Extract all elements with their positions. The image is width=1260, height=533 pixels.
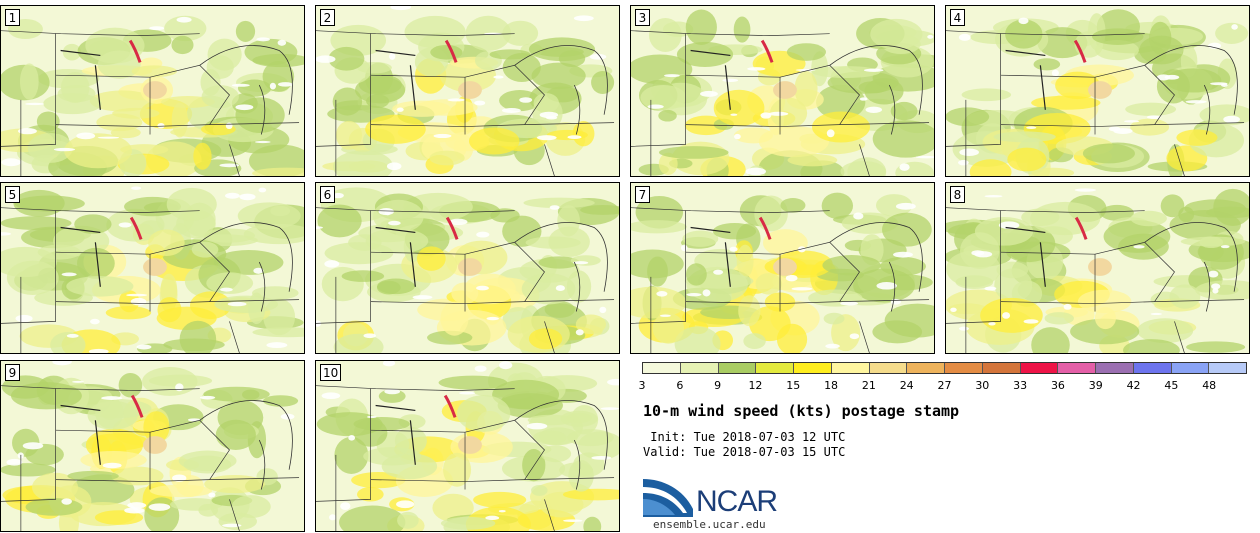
- map-panel: 10: [315, 360, 620, 532]
- colorbar-segment: [831, 363, 870, 373]
- map-panel: 9: [0, 360, 305, 532]
- colorbar-tick-label: 39: [1088, 379, 1103, 392]
- map-panel: 1: [0, 5, 305, 177]
- plot-title: 10-m wind speed (kts) postage stamp: [643, 402, 960, 420]
- colorbar-segment: [718, 363, 757, 373]
- colorbar-tick-label: 12: [748, 379, 763, 392]
- map-panel: 5: [0, 182, 305, 354]
- panel-number-label: 10: [320, 364, 342, 381]
- colorbar-segment: [907, 363, 945, 373]
- colorbar-segment: [1171, 363, 1210, 373]
- init-time: Init: Tue 2018-07-03 12 UTC: [643, 430, 846, 444]
- colorbar-segment: [1096, 363, 1134, 373]
- colorbar-tick-label: 27: [937, 379, 952, 392]
- colorbar-segment: [1133, 363, 1172, 373]
- colorbar-tick-label: 21: [861, 379, 876, 392]
- ncar-logo-icon: [643, 479, 693, 517]
- colorbar-segment: [643, 363, 681, 373]
- colorbar-segment: [982, 363, 1021, 373]
- colorbar-segment: [1209, 363, 1246, 373]
- colorbar-tick-label: 3: [638, 379, 646, 392]
- colorbar-tick-label: 24: [899, 379, 914, 392]
- colorbar-segment: [794, 363, 832, 373]
- colorbar-tick-label: 30: [975, 379, 990, 392]
- colorbar-segment: [945, 363, 983, 373]
- colorbar-segment: [680, 363, 719, 373]
- panel-number-label: 1: [5, 9, 20, 26]
- map-panel: 4: [945, 5, 1250, 177]
- colorbar-segment: [869, 363, 908, 373]
- panel-number-label: 6: [320, 186, 335, 203]
- map-panel: 8: [945, 182, 1250, 354]
- colorbar-tick-label: 15: [786, 379, 801, 392]
- colorbar-segment: [756, 363, 794, 373]
- colorbar-tick-label: 42: [1126, 379, 1141, 392]
- map-panel: 2: [315, 5, 620, 177]
- colorbar-tick-label: 9: [714, 379, 722, 392]
- logo-url: ensemble.ucar.edu: [653, 518, 766, 531]
- panel-number-label: 4: [950, 9, 965, 26]
- colorbar-tick-label: 48: [1202, 379, 1217, 392]
- colorbar-tick-label: 45: [1164, 379, 1179, 392]
- colorbar-tick-label: 6: [676, 379, 684, 392]
- panel-number-label: 8: [950, 186, 965, 203]
- panel-number-label: 3: [635, 9, 650, 26]
- panel-number-label: 7: [635, 186, 650, 203]
- panel-number-label: 5: [5, 186, 20, 203]
- colorbar-segment: [1058, 363, 1096, 373]
- valid-time: Valid: Tue 2018-07-03 15 UTC: [643, 445, 846, 459]
- colorbar-tick-label: 36: [1050, 379, 1065, 392]
- map-panel: 3: [630, 5, 935, 177]
- map-panel: 7: [630, 182, 935, 354]
- colorbar-tick-label: 33: [1013, 379, 1028, 392]
- map-panel: 6: [315, 182, 620, 354]
- colorbar-ticks: 3 6 9 12 15 18 21 24 27 30 33 36 39 42 45 48: [638, 379, 1247, 393]
- colorbar-tick-label: 18: [824, 379, 839, 392]
- colorbar-segment: [1020, 363, 1059, 373]
- panel-number-label: 2: [320, 9, 335, 26]
- logo-wordmark: NCAR: [696, 485, 778, 518]
- panel-number-label: 9: [5, 364, 20, 381]
- colorbar: [642, 362, 1247, 374]
